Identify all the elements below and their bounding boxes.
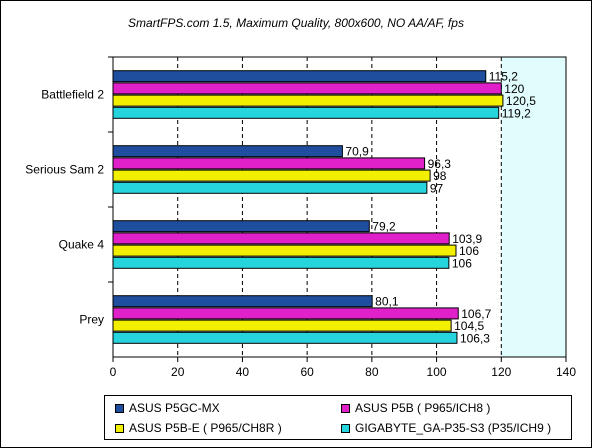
bar bbox=[112, 181, 428, 194]
bar bbox=[112, 106, 500, 119]
legend: ASUS P5GC-MX ASUS P5B ( P965/ICH8 ) ASUS… bbox=[104, 395, 572, 440]
bar bbox=[112, 94, 504, 107]
value-label: 96,3 bbox=[428, 157, 452, 171]
x-tick-label: 120 bbox=[491, 365, 511, 379]
bar bbox=[112, 331, 458, 344]
bar bbox=[112, 70, 487, 83]
value-label: 79,2 bbox=[372, 220, 396, 234]
legend-swatch bbox=[341, 403, 350, 413]
value-label: 104,5 bbox=[454, 319, 484, 333]
category-label: Prey bbox=[79, 313, 104, 327]
legend-swatch bbox=[115, 423, 124, 433]
value-label: 97 bbox=[430, 181, 444, 195]
shaded-region bbox=[501, 57, 566, 357]
value-label: 120 bbox=[504, 82, 524, 96]
value-label: 70,9 bbox=[345, 145, 369, 159]
legend-label: ASUS P5GC-MX bbox=[129, 401, 220, 415]
bar bbox=[112, 307, 459, 320]
value-labels: 115,2120120,5119,270,996,3989779,2103,91… bbox=[345, 70, 536, 346]
bar bbox=[112, 244, 457, 257]
value-label: 103,9 bbox=[452, 232, 482, 246]
value-label: 80,1 bbox=[375, 295, 399, 309]
legend-swatch bbox=[115, 403, 124, 413]
legend-label: ASUS P5B ( P965/ICH8 ) bbox=[355, 401, 491, 415]
value-label: 106 bbox=[452, 256, 472, 270]
bar bbox=[112, 220, 370, 233]
value-label: 106 bbox=[459, 244, 479, 258]
value-label: 115,2 bbox=[489, 70, 518, 84]
value-label: 98 bbox=[433, 169, 447, 183]
value-label: 120,5 bbox=[506, 94, 536, 108]
legend-label: GIGABYTE_GA-P35-S3 (P35/ICH9 ) bbox=[355, 421, 552, 435]
bar bbox=[112, 169, 431, 182]
legend-swatch bbox=[341, 423, 350, 433]
category-labels: Battlefield 2 Serious Sam 2 Quake 4 Prey bbox=[25, 88, 104, 327]
value-label: 119,2 bbox=[502, 106, 531, 120]
category-label: Battlefield 2 bbox=[41, 88, 104, 102]
x-tick-label: 140 bbox=[556, 365, 576, 379]
bar bbox=[112, 157, 426, 170]
x-tick-label: 40 bbox=[236, 365, 250, 379]
axes bbox=[108, 56, 567, 358]
x-tick-label: 20 bbox=[171, 365, 185, 379]
legend-item: ASUS P5B ( P965/ICH8 ) bbox=[341, 400, 490, 416]
x-tick-label: 60 bbox=[300, 365, 314, 379]
legend-label: ASUS P5B-E ( P965/CH8R ) bbox=[129, 421, 282, 435]
x-tick-labels: 0 20 40 60 80 100 120 140 bbox=[110, 365, 577, 379]
legend-item: ASUS P5B-E ( P965/CH8R ) bbox=[115, 420, 282, 436]
bar bbox=[112, 145, 343, 158]
bar bbox=[112, 256, 450, 269]
value-label: 106,7 bbox=[461, 307, 491, 321]
category-label: Serious Sam 2 bbox=[25, 163, 104, 177]
bar bbox=[112, 232, 450, 245]
bar bbox=[112, 82, 502, 95]
x-tick-label: 100 bbox=[427, 365, 447, 379]
bar bbox=[112, 295, 373, 308]
bars bbox=[112, 70, 504, 344]
chart-title: SmartFPS.com 1.5, Maximum Quality, 800x6… bbox=[128, 16, 464, 30]
bar bbox=[112, 319, 452, 332]
x-tick-label: 80 bbox=[365, 365, 379, 379]
legend-item: GIGABYTE_GA-P35-S3 (P35/ICH9 ) bbox=[341, 420, 551, 436]
category-label: Quake 4 bbox=[59, 238, 105, 252]
x-tick-label: 0 bbox=[110, 365, 117, 379]
value-label: 106,3 bbox=[460, 331, 490, 345]
legend-item: ASUS P5GC-MX bbox=[115, 400, 220, 416]
